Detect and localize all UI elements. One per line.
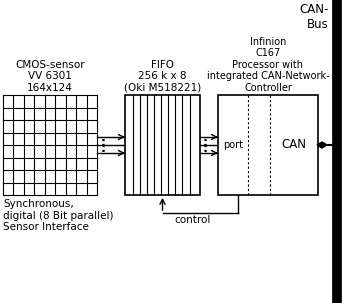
Text: port: port <box>223 140 243 150</box>
Text: Infinion
C167
Processor with
integrated CAN-Network-
Controller: Infinion C167 Processor with integrated … <box>207 37 329 93</box>
Text: :: : <box>100 135 105 148</box>
Text: :: : <box>100 142 105 155</box>
Bar <box>218 95 318 195</box>
Text: CMOS-sensor
VV 6301
164x124: CMOS-sensor VV 6301 164x124 <box>15 60 85 93</box>
Text: CAN-
Bus: CAN- Bus <box>300 3 329 31</box>
Bar <box>125 95 200 195</box>
Text: :: : <box>203 135 208 148</box>
Text: Synchronous,
digital (8 Bit parallel)
Sensor Interface: Synchronous, digital (8 Bit parallel) Se… <box>3 199 113 232</box>
Polygon shape <box>317 142 327 148</box>
Text: :: : <box>203 142 208 155</box>
Text: control: control <box>175 215 211 225</box>
Text: CAN: CAN <box>281 138 307 152</box>
Text: FIFO
256 k x 8
(Oki M518221): FIFO 256 k x 8 (Oki M518221) <box>124 60 201 93</box>
